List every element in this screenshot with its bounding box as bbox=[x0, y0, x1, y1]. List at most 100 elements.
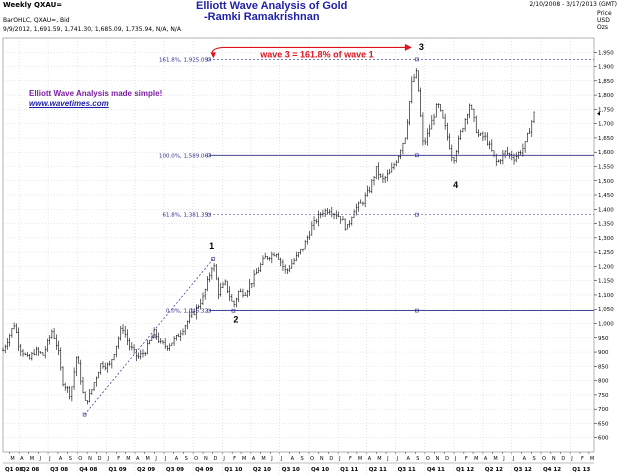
quarter-label: Q1 12 bbox=[456, 467, 474, 473]
month-label: A bbox=[20, 456, 24, 462]
month-label: A bbox=[523, 456, 527, 462]
quarter-label: Q1 13 bbox=[572, 467, 590, 473]
month-label: S bbox=[532, 456, 535, 462]
month-label: S bbox=[185, 456, 188, 462]
month-label: O bbox=[426, 456, 430, 462]
month-label: M bbox=[261, 456, 265, 462]
month-label: J bbox=[512, 456, 514, 462]
fib-level-label: 0.0%, 1,045.32 bbox=[166, 309, 208, 315]
fib-level-label: 100.0%, 1,589.06 bbox=[159, 153, 208, 159]
y-tick-label: 850 bbox=[598, 364, 609, 370]
month-label: J bbox=[396, 456, 398, 462]
annotation-arrowhead bbox=[404, 43, 412, 51]
wave-label-2: 2 bbox=[233, 315, 238, 325]
y-tick-label: 1,000 bbox=[598, 322, 614, 328]
y-tick-label: 950 bbox=[598, 336, 609, 342]
fib-anchor-marker bbox=[207, 308, 211, 313]
month-label: O bbox=[78, 456, 82, 462]
month-label: J bbox=[222, 456, 224, 462]
month-label: A bbox=[368, 456, 372, 462]
month-label: A bbox=[252, 456, 256, 462]
quarter-label: Q4 12 bbox=[543, 467, 561, 473]
y-tick-label: 800 bbox=[598, 379, 609, 385]
month-label: N bbox=[436, 456, 440, 462]
month-label: F bbox=[581, 456, 584, 462]
month-label: J bbox=[280, 456, 282, 462]
fib-anchor-marker bbox=[207, 212, 211, 217]
month-label: J bbox=[502, 456, 504, 462]
y-tick-label: 1,150 bbox=[598, 279, 614, 285]
quarter-label: Q3 11 bbox=[398, 467, 416, 473]
price-axis-header-line: Ozs bbox=[597, 24, 608, 31]
month-label: M bbox=[474, 456, 478, 462]
quarter-label: Q4 08 bbox=[79, 467, 97, 473]
y-tick-label: 1,400 bbox=[598, 207, 614, 213]
month-label: F bbox=[117, 456, 120, 462]
anchor-marker bbox=[211, 257, 215, 261]
fib-level-label: 61.8%, 1,381.35 bbox=[163, 213, 209, 219]
month-label: N bbox=[204, 456, 208, 462]
month-label: D bbox=[561, 456, 565, 462]
last-price-marker bbox=[597, 111, 600, 116]
last-bar-values: 9/9/2012, 1,691.59, 1,741.30, 1,685.09, … bbox=[3, 26, 181, 33]
price-axis-header: Price USD Ozs bbox=[597, 10, 612, 31]
y-tick-label: 1,250 bbox=[598, 250, 614, 256]
month-label: N bbox=[552, 456, 556, 462]
month-label: M bbox=[126, 456, 130, 462]
y-tick-label: 1,450 bbox=[598, 193, 614, 199]
y-tick-label: 600 bbox=[598, 436, 609, 442]
y-tick-label: 1,750 bbox=[598, 107, 614, 113]
quarter-label: Q2 09 bbox=[137, 467, 155, 473]
symbol-label: Weekly QXAU= bbox=[3, 1, 63, 9]
month-label: A bbox=[484, 456, 488, 462]
quarter-label: Q1 11 bbox=[340, 467, 358, 473]
y-tick-label: 1,500 bbox=[598, 179, 614, 185]
fib-anchor-marker bbox=[415, 57, 419, 62]
y-tick-label: 1,950 bbox=[598, 50, 614, 56]
quarter-label: Q1 08 bbox=[5, 467, 23, 473]
quarter-label: Q2 10 bbox=[253, 467, 271, 473]
month-label: M bbox=[30, 456, 34, 462]
y-tick-label: 1,600 bbox=[598, 150, 614, 156]
y-tick-label: 1,850 bbox=[598, 79, 614, 85]
fib-anchor-marker bbox=[415, 308, 419, 313]
month-label: J bbox=[106, 456, 108, 462]
month-label: O bbox=[542, 456, 546, 462]
month-label: S bbox=[300, 456, 303, 462]
month-label: M bbox=[242, 456, 246, 462]
month-label: J bbox=[164, 456, 166, 462]
month-label: A bbox=[59, 456, 63, 462]
annotation-arrowhead-left bbox=[210, 52, 216, 59]
chart-title: Elliott Wave Analysis of Gold bbox=[196, 0, 348, 12]
month-label: A bbox=[175, 456, 179, 462]
quarter-label: Q4 09 bbox=[195, 467, 213, 473]
y-tick-label: 700 bbox=[598, 407, 609, 413]
month-label: D bbox=[329, 456, 333, 462]
month-label: F bbox=[349, 456, 352, 462]
promo-link[interactable]: www.wavetimes.com bbox=[29, 99, 109, 108]
y-tick-label: 1,550 bbox=[598, 164, 614, 170]
y-tick-label: 1,700 bbox=[598, 122, 614, 128]
price-axis-header-line: Price bbox=[597, 10, 612, 17]
y-tick-label: 650 bbox=[598, 421, 609, 427]
month-label: F bbox=[465, 456, 468, 462]
study-label: BarOHLC, QXAU=, Bid bbox=[3, 17, 70, 24]
month-label: J bbox=[48, 456, 50, 462]
quarter-label: Q3 10 bbox=[282, 467, 300, 473]
month-label: J bbox=[386, 456, 388, 462]
month-label: O bbox=[194, 456, 198, 462]
y-tick-label: 1,300 bbox=[598, 236, 614, 242]
chart-author: -Ramki Ramakrishnan bbox=[204, 11, 320, 23]
plot-frame bbox=[2, 37, 595, 453]
month-label: M bbox=[590, 456, 594, 462]
quarter-label: Q4 11 bbox=[427, 467, 445, 473]
month-label: J bbox=[454, 456, 456, 462]
month-label: D bbox=[213, 456, 217, 462]
quarter-label: Q3 12 bbox=[514, 467, 532, 473]
promo-tagline: Elliott Wave Analysis made simple! bbox=[29, 89, 163, 98]
month-label: D bbox=[98, 456, 102, 462]
wave1-trendline bbox=[84, 258, 214, 415]
annotation-text: wave 3 = 161.8% of wave 1 bbox=[259, 49, 373, 59]
month-label: M bbox=[493, 456, 497, 462]
month-label: F bbox=[233, 456, 236, 462]
